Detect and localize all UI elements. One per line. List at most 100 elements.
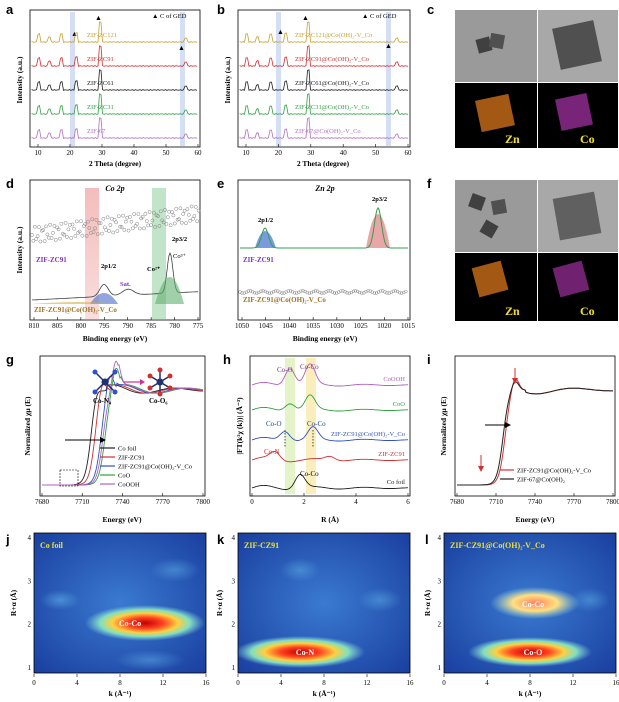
zn-point bbox=[393, 289, 398, 293]
xps-point bbox=[30, 233, 34, 237]
trace-name: ZIF-67 bbox=[87, 128, 106, 135]
xrd-trace bbox=[239, 45, 409, 67]
wt-k-blob-1 bbox=[280, 558, 320, 582]
xps-peak-blue bbox=[90, 293, 118, 304]
x-tick-label: 60 bbox=[405, 149, 413, 157]
x-tick-label: 7770 bbox=[156, 498, 171, 506]
xps-point bbox=[37, 225, 41, 229]
xps-point bbox=[101, 216, 106, 221]
panel-e: e Zn 2p 2p1/2 2p3/2 ZIF-ZC91 ZIF-ZC91@Co… bbox=[217, 176, 416, 343]
zn-point bbox=[295, 291, 299, 295]
cube-f-3 bbox=[479, 219, 499, 239]
xps-point bbox=[135, 221, 139, 226]
panel-i-frame bbox=[454, 355, 616, 497]
y-tick-label: 3 bbox=[438, 577, 442, 585]
xps-point bbox=[149, 223, 153, 227]
panel-g-label: g bbox=[6, 352, 14, 367]
exafs-trace bbox=[251, 474, 409, 490]
xps-point bbox=[108, 223, 113, 227]
panel-h-ann-coo-mid: Co-O bbox=[266, 420, 282, 428]
x-tick-label: 1020 bbox=[377, 322, 392, 330]
xps-point bbox=[84, 234, 89, 238]
x-tick-label: 0 bbox=[236, 679, 240, 687]
panel-k-xticks: 0 4 8 12 16 bbox=[236, 674, 414, 687]
panel-d-traces bbox=[30, 204, 201, 304]
panel-e-sample2: ZIF-ZC91@Co(OH)₂-V_Co bbox=[243, 296, 326, 304]
xps-point bbox=[90, 217, 95, 222]
zn-point bbox=[305, 291, 309, 295]
xps-point bbox=[126, 228, 131, 233]
xps-point bbox=[164, 222, 169, 226]
xanes-trace bbox=[42, 360, 204, 486]
x-tick-label: 10 bbox=[35, 149, 43, 157]
wt-l-blob-1 bbox=[570, 588, 610, 612]
panel-d-sample2: ZIF-ZC91@Co(OH)₂-V_Co bbox=[34, 306, 117, 314]
panel-f: f Zn Co bbox=[427, 176, 618, 321]
xps-point bbox=[87, 226, 92, 230]
panel-i-traces bbox=[457, 378, 613, 486]
panel-a-xlabel: 2 Theta (degree) bbox=[89, 159, 142, 168]
panel-g-struct1: Co-N₄ bbox=[93, 397, 112, 405]
xps-point bbox=[122, 228, 127, 232]
panel-b: b ▲ C of GED ▲ ▲ ▲ ZIF-ZC121@Co(OH)₂-V_C… bbox=[217, 2, 412, 168]
x-tick-label: 805 bbox=[52, 322, 63, 330]
wt-j-frame bbox=[33, 532, 207, 674]
xps-point bbox=[121, 213, 125, 218]
xps-point bbox=[129, 219, 134, 224]
panel-g-struct-arrow-head bbox=[140, 379, 145, 385]
exafs-trace bbox=[251, 394, 409, 412]
xps-point bbox=[63, 221, 68, 225]
panel-i-arrow-head bbox=[505, 422, 511, 428]
xps-point bbox=[52, 224, 57, 228]
x-tick-label: 790 bbox=[122, 322, 133, 330]
zn-point bbox=[301, 289, 305, 293]
panel-e-p12: 2p1/2 bbox=[258, 217, 273, 224]
panel-j-xlabel: k (Å⁻¹) bbox=[109, 689, 132, 698]
xps-point bbox=[49, 236, 54, 240]
xps-point bbox=[34, 237, 39, 241]
exafs-trace bbox=[251, 450, 409, 463]
zn-point bbox=[364, 289, 368, 294]
xps-point bbox=[181, 212, 186, 216]
wt-k-blob-2 bbox=[358, 588, 402, 612]
xps-point bbox=[73, 234, 78, 238]
x-tick-label: 4 bbox=[485, 679, 489, 687]
x-tick-label: 0 bbox=[32, 679, 36, 687]
xps-point bbox=[41, 228, 46, 232]
x-tick-label: 7710 bbox=[489, 498, 504, 506]
xps-point bbox=[46, 235, 51, 240]
panel-k-yticks: 1 2 3 4 bbox=[232, 534, 236, 672]
zn-point bbox=[246, 289, 251, 293]
zn-point bbox=[278, 290, 282, 294]
xps-point bbox=[74, 219, 79, 224]
zn-point bbox=[339, 289, 343, 293]
panel-c: c Zn Co bbox=[427, 2, 618, 148]
trace-name: ZIF-ZC61@Co(OH)₂-V_Co bbox=[295, 80, 369, 87]
panel-a: a ▲ C of GED ▲ ▲ ▲ ZIF-ZC121ZIF-ZC91ZIF-… bbox=[6, 2, 202, 168]
x-tick-label: 6 bbox=[406, 498, 410, 506]
panel-h-band-green bbox=[285, 358, 295, 494]
panel-d-sample1: ZIF-ZC91 bbox=[36, 256, 67, 264]
zn-point bbox=[404, 289, 408, 294]
xps-point bbox=[116, 214, 121, 219]
zn-label: Zn bbox=[505, 132, 520, 146]
x-tick-label: 2 bbox=[302, 498, 306, 506]
zn-point bbox=[253, 291, 257, 295]
x-tick-label: 8 bbox=[528, 679, 532, 687]
xps-point bbox=[185, 207, 190, 211]
x-tick-label: 775 bbox=[193, 322, 204, 330]
panel-i-label: i bbox=[427, 352, 431, 367]
panel-d-frame bbox=[29, 179, 201, 321]
panel-g-xlabel: Energy (eV) bbox=[103, 515, 142, 524]
panel-e-frame bbox=[237, 179, 411, 321]
co-map-2-signal bbox=[552, 260, 590, 298]
panel-h-trace-names: CoOOH CoO ZIF-ZC91@Co(OH)₂-V_Co ZIF-ZC91 Co … bbox=[331, 376, 405, 486]
wt-l-frame bbox=[443, 532, 617, 674]
zn-point bbox=[248, 289, 253, 293]
xps-point bbox=[72, 226, 76, 231]
xps-point bbox=[44, 224, 48, 229]
trace-name: ZIF-ZC31@Co(OH)₂-V_Co bbox=[295, 104, 369, 111]
zn-fit bbox=[240, 207, 408, 249]
panel-b-marker-2: ▲ bbox=[302, 14, 309, 22]
